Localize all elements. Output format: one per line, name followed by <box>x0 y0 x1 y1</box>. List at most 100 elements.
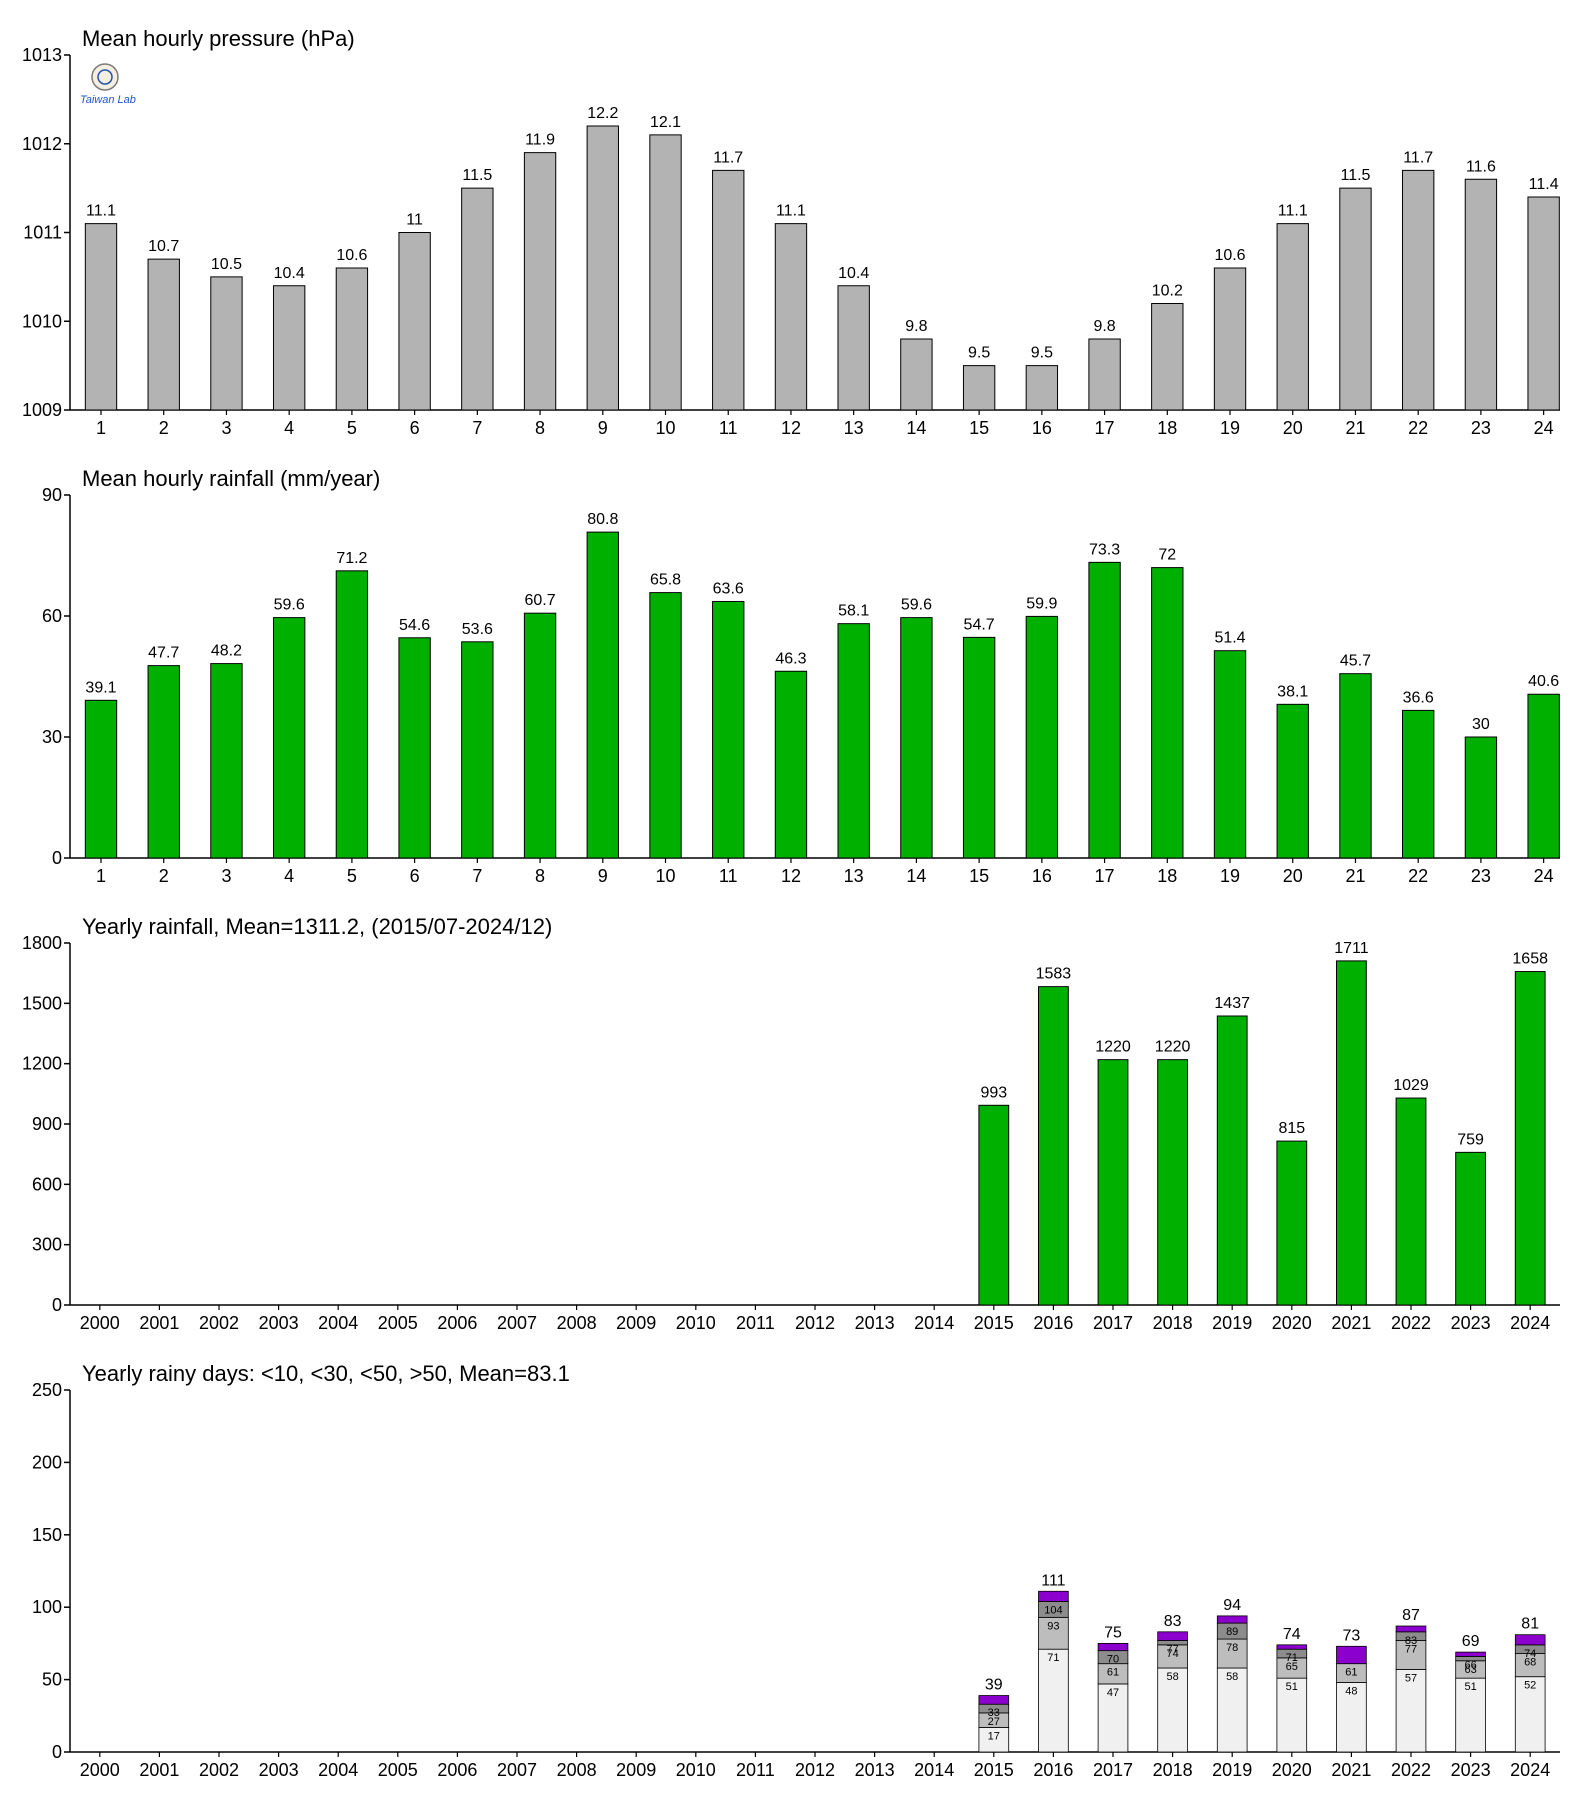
bar <box>1336 960 1367 1306</box>
x-tick-label: 2018 <box>1153 1313 1193 1333</box>
stacked-segment <box>1455 1677 1486 1753</box>
x-tick-label: 18 <box>1157 866 1177 886</box>
bar <box>1025 615 1059 859</box>
stacked-segment <box>1216 1667 1248 1753</box>
x-tick-label: 10 <box>655 418 675 438</box>
x-tick-label: 2013 <box>855 1760 895 1780</box>
bar-value-label: 58.1 <box>838 603 869 620</box>
bar-value-label: 51.4 <box>1214 630 1245 647</box>
x-tick-label: 10 <box>655 866 675 886</box>
y-tick-label: 30 <box>42 727 62 747</box>
bar <box>1276 223 1309 411</box>
x-tick-label: 2020 <box>1272 1313 1312 1333</box>
bar <box>147 258 180 411</box>
bar-value-label: 1711 <box>1334 940 1369 957</box>
segment-label: 74 <box>1166 1648 1178 1660</box>
y-tick-label: 1200 <box>22 1054 62 1074</box>
x-tick-label: 11 <box>719 866 738 886</box>
x-tick-label: 21 <box>1345 866 1365 886</box>
y-tick-label: 200 <box>32 1452 62 1472</box>
x-tick-label: 2008 <box>557 1760 597 1780</box>
x-tick-label: 6 <box>410 418 420 438</box>
x-tick-label: 2015 <box>974 1760 1014 1780</box>
bar <box>900 617 933 859</box>
bar <box>1514 971 1546 1306</box>
x-tick-label: 19 <box>1220 418 1240 438</box>
x-tick-label: 2004 <box>318 1313 358 1333</box>
bar <box>1339 673 1372 859</box>
x-tick-label: 2007 <box>497 1760 537 1780</box>
x-tick-label: 2022 <box>1391 1760 1431 1780</box>
x-tick-label: 19 <box>1220 866 1240 886</box>
x-tick-label: 2022 <box>1391 1313 1431 1333</box>
logo-seal <box>91 63 119 91</box>
y-tick-label: 150 <box>32 1525 62 1545</box>
bar <box>1213 650 1247 859</box>
bar <box>1402 169 1435 411</box>
x-tick-label: 7 <box>472 418 482 438</box>
segment-label: 78 <box>1226 1642 1238 1654</box>
bar <box>774 670 808 859</box>
segment-label: 61 <box>1345 1667 1357 1679</box>
bar <box>1527 693 1560 859</box>
x-tick-label: 21 <box>1345 418 1365 438</box>
x-tick-label: 17 <box>1095 418 1115 438</box>
x-tick-label: 2020 <box>1272 1760 1312 1780</box>
bar-value-label: 59.6 <box>274 597 305 614</box>
x-tick-label: 1 <box>96 418 106 438</box>
segment-label: 61 <box>1107 1667 1119 1679</box>
bar-value-label: 815 <box>1278 1120 1305 1137</box>
chart-panel-3: Yearly rainfall, Mean=1311.2, (2015/07-2… <box>22 914 1560 1333</box>
bar-value-label: 11.1 <box>86 203 116 220</box>
bar-total-label: 39 <box>985 1677 1003 1694</box>
bar-value-label: 1220 <box>1155 1039 1191 1056</box>
x-tick-label: 2013 <box>855 1313 895 1333</box>
x-tick-label: 2003 <box>259 1760 299 1780</box>
bar <box>1402 709 1435 859</box>
bar <box>837 285 870 411</box>
bar <box>398 232 431 411</box>
bar <box>1213 267 1247 411</box>
segment-label: 58 <box>1166 1671 1178 1683</box>
segment-label: 57 <box>1405 1672 1417 1684</box>
chart-title: Mean hourly rainfall (mm/year) <box>82 466 380 491</box>
bar-value-label: 39.1 <box>85 679 116 696</box>
x-tick-label: 2014 <box>914 1760 954 1780</box>
x-tick-label: 2003 <box>259 1313 299 1333</box>
bar-value-label: 1658 <box>1512 951 1548 968</box>
x-tick-label: 2004 <box>318 1760 358 1780</box>
stacked-segment <box>1216 1615 1248 1624</box>
x-tick-label: 2002 <box>199 1313 239 1333</box>
stacked-segment <box>1336 1645 1367 1665</box>
logo: Taiwan Lab <box>80 63 136 106</box>
x-tick-label: 2 <box>159 418 169 438</box>
chart-title: Yearly rainy days: <10, <30, <50, >50, M… <box>82 1361 570 1386</box>
bar <box>1088 338 1121 411</box>
y-tick-label: 1500 <box>22 993 62 1013</box>
y-tick-label: 0 <box>52 1295 62 1315</box>
bar-value-label: 54.6 <box>399 617 430 634</box>
bar <box>1276 1140 1308 1306</box>
bar-value-label: 10.4 <box>838 265 869 282</box>
bar <box>272 285 306 411</box>
bar <box>1088 561 1121 859</box>
x-tick-label: 2017 <box>1093 1760 1133 1780</box>
x-tick-label: 14 <box>906 418 926 438</box>
x-tick-label: 20 <box>1283 866 1303 886</box>
stacked-segment <box>1395 1669 1427 1753</box>
x-tick-label: 2001 <box>139 1760 179 1780</box>
segment-label: 70 <box>1107 1654 1119 1666</box>
y-tick-label: 1009 <box>22 400 62 420</box>
segment-label: 51 <box>1286 1681 1298 1693</box>
x-tick-label: 1 <box>96 866 106 886</box>
x-tick-label: 22 <box>1408 866 1428 886</box>
bar-value-label: 53.6 <box>462 621 493 638</box>
segment-label: 52 <box>1524 1680 1536 1692</box>
bar <box>586 531 619 859</box>
bar <box>1151 567 1184 859</box>
bar-value-label: 11.7 <box>713 149 743 166</box>
y-tick-label: 60 <box>42 606 62 626</box>
bar-value-label: 11.9 <box>525 132 555 149</box>
stacked-segment <box>1038 1648 1069 1753</box>
y-tick-label: 600 <box>32 1174 62 1194</box>
